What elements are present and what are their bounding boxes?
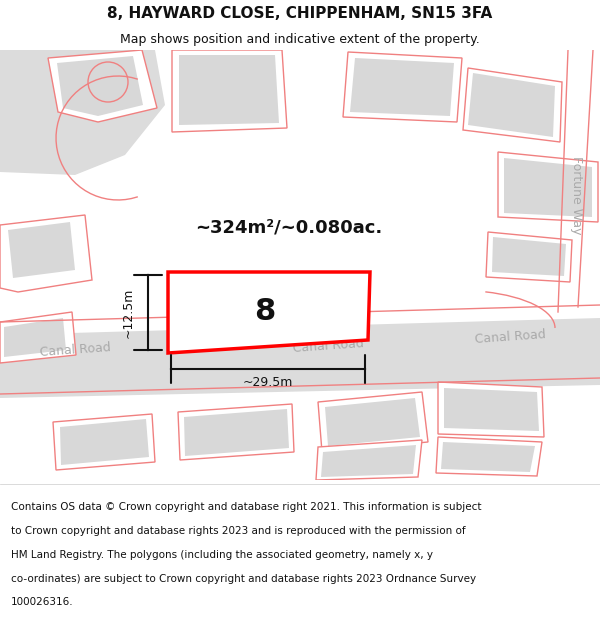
Text: Canal Road: Canal Road: [39, 341, 111, 359]
Polygon shape: [316, 440, 422, 480]
Polygon shape: [53, 414, 155, 470]
Polygon shape: [350, 58, 454, 116]
Polygon shape: [343, 52, 462, 122]
Polygon shape: [321, 445, 416, 477]
Text: Canal Road: Canal Road: [474, 328, 546, 346]
Polygon shape: [60, 419, 149, 465]
Polygon shape: [463, 68, 562, 142]
Polygon shape: [0, 318, 600, 398]
Polygon shape: [436, 437, 542, 476]
Text: 8: 8: [254, 298, 275, 326]
Text: Fortune Way: Fortune Way: [571, 156, 583, 234]
Polygon shape: [444, 388, 539, 431]
Text: ~29.5m: ~29.5m: [243, 376, 293, 389]
Polygon shape: [172, 50, 287, 132]
Polygon shape: [48, 50, 157, 122]
Polygon shape: [0, 215, 92, 292]
Polygon shape: [498, 152, 598, 222]
Polygon shape: [492, 237, 566, 276]
Polygon shape: [325, 398, 420, 446]
Text: co-ordinates) are subject to Crown copyright and database rights 2023 Ordnance S: co-ordinates) are subject to Crown copyr…: [11, 574, 476, 584]
Polygon shape: [184, 409, 289, 456]
Text: Map shows position and indicative extent of the property.: Map shows position and indicative extent…: [120, 32, 480, 46]
Polygon shape: [0, 50, 165, 175]
Polygon shape: [438, 382, 544, 437]
Polygon shape: [0, 312, 76, 363]
Text: ~12.5m: ~12.5m: [121, 288, 134, 338]
Polygon shape: [179, 55, 279, 125]
Polygon shape: [318, 392, 428, 452]
Polygon shape: [8, 222, 75, 278]
Text: Contains OS data © Crown copyright and database right 2021. This information is : Contains OS data © Crown copyright and d…: [11, 502, 481, 512]
Polygon shape: [468, 73, 555, 137]
Text: ~324m²/~0.080ac.: ~324m²/~0.080ac.: [195, 219, 382, 237]
Polygon shape: [57, 56, 143, 116]
Text: to Crown copyright and database rights 2023 and is reproduced with the permissio: to Crown copyright and database rights 2…: [11, 526, 466, 536]
Polygon shape: [168, 272, 370, 353]
Polygon shape: [486, 232, 572, 282]
Polygon shape: [441, 442, 535, 472]
Text: 8, HAYWARD CLOSE, CHIPPENHAM, SN15 3FA: 8, HAYWARD CLOSE, CHIPPENHAM, SN15 3FA: [107, 6, 493, 21]
Polygon shape: [504, 158, 592, 217]
Polygon shape: [178, 404, 294, 460]
Text: 100026316.: 100026316.: [11, 598, 73, 608]
Text: HM Land Registry. The polygons (including the associated geometry, namely x, y: HM Land Registry. The polygons (includin…: [11, 549, 433, 559]
Text: Canal Road: Canal Road: [292, 337, 364, 355]
Polygon shape: [4, 318, 66, 357]
